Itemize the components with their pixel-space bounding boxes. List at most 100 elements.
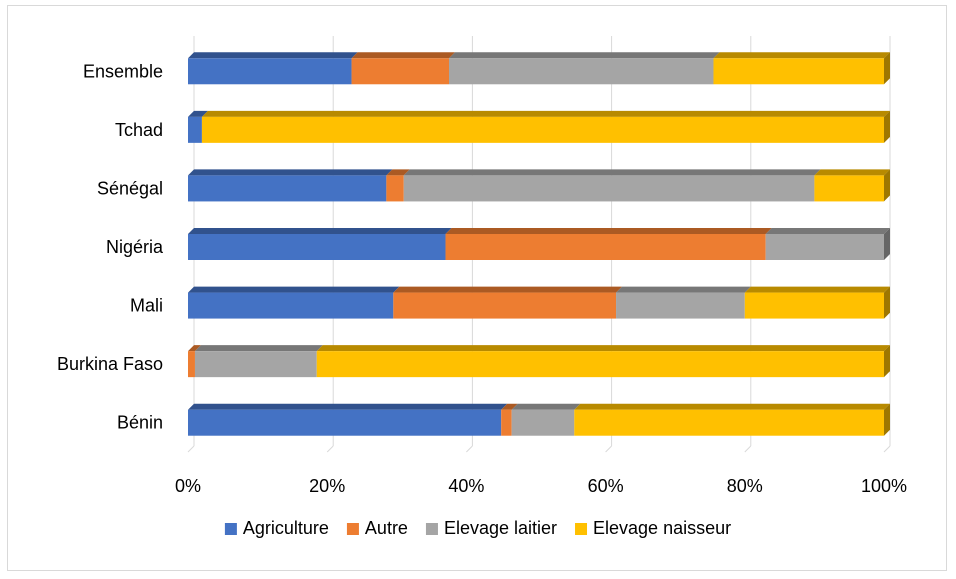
bar-top-face <box>188 345 201 352</box>
bar-front-face <box>765 234 884 260</box>
x-tick-label: 20% <box>309 476 345 496</box>
gridline-floor <box>883 445 891 453</box>
bar-ensemble-elevage-naisseur <box>713 52 890 85</box>
bar-senegal-elevage-laitier <box>403 169 821 202</box>
bar-front-face <box>814 175 884 202</box>
bar-benin-agriculture <box>188 403 508 436</box>
legend-item-elevage-naisseur: Elevage naisseur <box>575 518 731 538</box>
x-tick-label: 0% <box>175 476 201 496</box>
bar-top-face <box>445 228 772 234</box>
bar-ensemble-agriculture <box>188 52 358 85</box>
bar-side-face <box>884 345 890 378</box>
bar-top-face <box>188 52 358 59</box>
legend-swatch <box>224 523 237 535</box>
bar-top-face <box>188 228 452 234</box>
bar-front-face <box>713 58 884 85</box>
bar-tchad-elevage-naisseur <box>201 110 891 143</box>
legend-item-elevage-laitier: Elevage laitier <box>425 518 557 538</box>
bar-mali-elevage-naisseur <box>744 286 890 319</box>
bar-burkina-faso-autre <box>188 345 201 378</box>
bar-front-face <box>188 409 502 436</box>
bar-front-face <box>511 409 575 436</box>
legend: Agriculture Autre Elevage laitier Elevage n… <box>224 518 731 538</box>
legend-label: Agriculture <box>243 518 329 538</box>
gridline-floor <box>744 445 752 453</box>
bar-front-face <box>574 409 884 436</box>
bar-top-face <box>616 286 751 293</box>
bar-top-face <box>765 228 890 234</box>
bar-senegal-agriculture <box>188 169 393 202</box>
bar-burkina-faso-elevage-naisseur <box>316 345 890 378</box>
bar-front-face <box>201 116 885 143</box>
legend-swatch <box>425 523 438 535</box>
category-label: Bénin <box>117 413 163 433</box>
bar-side-face <box>884 286 890 319</box>
bar-top-face <box>744 286 890 293</box>
legend-item-autre: Autre <box>346 518 408 538</box>
bar-top-face <box>188 169 393 176</box>
bar-senegal-elevage-naisseur <box>814 169 890 202</box>
category-labels: Ensemble Tchad Sénégal Nigéria Mali Burkina F… <box>57 61 164 432</box>
gridline-floor <box>187 445 195 453</box>
category-label: Mali <box>130 296 163 316</box>
bar-top-face <box>501 403 518 410</box>
bar-ensemble-autre <box>351 52 455 85</box>
bar-mali-agriculture <box>188 286 400 319</box>
bar-top-face <box>449 52 720 59</box>
legend-swatch <box>575 523 588 535</box>
bar-front-face <box>351 58 449 85</box>
bar-front-face <box>445 234 766 260</box>
bar-side-face <box>884 403 890 436</box>
x-tick-label: 60% <box>588 476 624 496</box>
legend-label: Elevage naisseur <box>593 518 731 538</box>
bar-top-face <box>511 403 581 410</box>
bar-senegal-autre <box>386 169 410 202</box>
bar-mali-elevage-laitier <box>616 286 751 319</box>
bar-top-face <box>814 169 890 176</box>
bar-front-face <box>188 58 352 85</box>
bar-top-face <box>393 286 623 293</box>
bar-front-face <box>188 292 394 319</box>
gridline-floor <box>326 445 334 453</box>
gridline-floor <box>466 445 473 453</box>
category-label: Nigéria <box>106 237 164 257</box>
bar-front-face <box>188 116 202 143</box>
bar-nigeria-elevage-laitier <box>765 228 890 260</box>
bar-top-face <box>403 169 821 176</box>
bar-front-face <box>393 292 617 319</box>
x-tick-label: 100% <box>861 476 907 496</box>
bar-top-face <box>188 110 208 117</box>
legend-label: Elevage laitier <box>444 518 557 538</box>
bar-front-face <box>616 292 745 319</box>
bar-top-face <box>574 403 890 410</box>
bar-top-face <box>386 169 410 176</box>
bar-side-face <box>884 110 890 143</box>
x-tick-labels: 0% 20% 40% 60% 80% 100% <box>175 476 907 496</box>
bar-front-face <box>188 175 387 202</box>
bar-nigeria-autre <box>445 228 772 260</box>
bar-top-face <box>316 345 890 352</box>
category-label: Sénégal <box>97 178 163 198</box>
bar-mali-autre <box>393 286 623 319</box>
bar-burkina-faso-elevage-laitier <box>194 345 323 378</box>
bar-top-face <box>713 52 890 59</box>
bar-top-face <box>188 403 508 410</box>
bar-front-face <box>194 351 317 378</box>
bar-side-face <box>884 52 890 85</box>
bar-front-face <box>501 409 512 436</box>
gridline-floor <box>605 445 612 453</box>
x-tick-label: 40% <box>448 476 484 496</box>
x-tick-label: 80% <box>727 476 763 496</box>
bars <box>188 52 891 436</box>
legend-item-agriculture: Agriculture <box>224 518 329 538</box>
bar-top-face <box>194 345 323 352</box>
bar-top-face <box>201 110 891 117</box>
bar-front-face <box>403 175 815 202</box>
bar-side-face <box>884 228 890 260</box>
bar-front-face <box>316 351 884 378</box>
bar-tchad-agriculture <box>188 110 208 143</box>
category-label: Burkina Faso <box>57 354 163 374</box>
bar-top-face <box>351 52 455 59</box>
bar-benin-autre <box>501 403 518 436</box>
